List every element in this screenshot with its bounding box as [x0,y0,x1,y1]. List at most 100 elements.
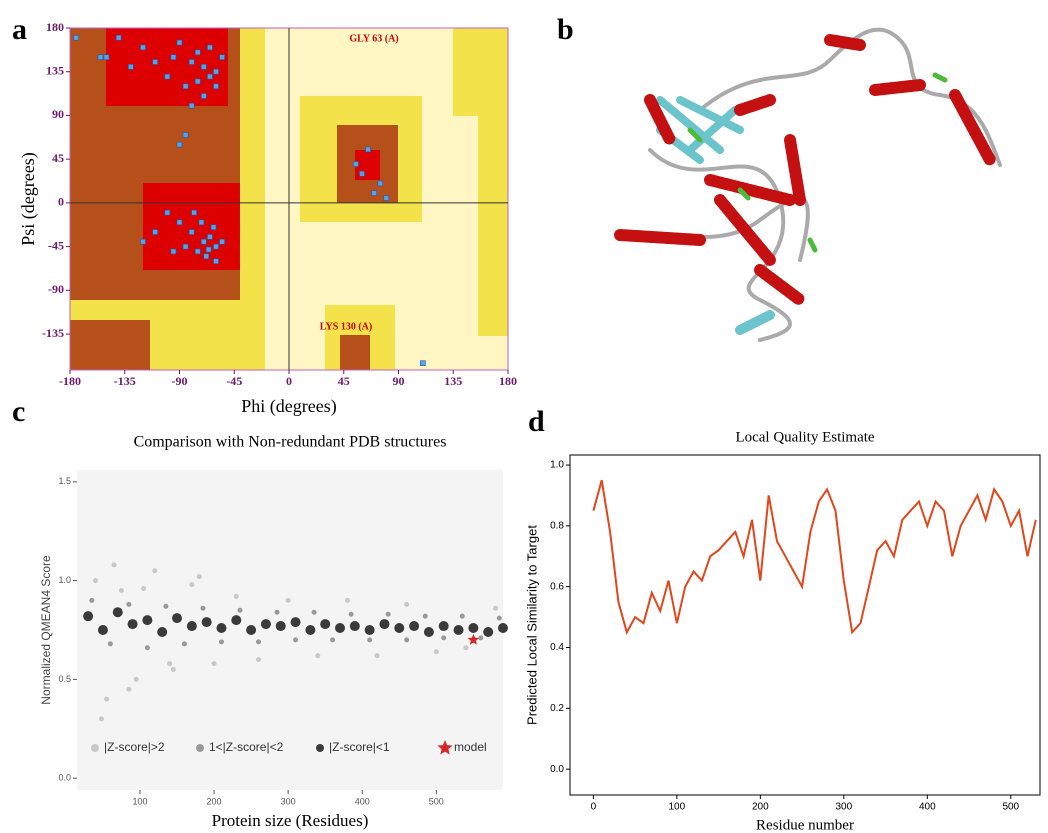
residue-point [152,59,158,65]
point [152,568,158,574]
residue-point [194,78,201,85]
residue-point [203,253,210,260]
residue-point [115,34,122,41]
residue-point [182,243,189,250]
x-tick-label: -135 [114,374,136,388]
legend-label: 1<|Z-score|<2 [209,740,284,754]
point [311,609,317,615]
annotation: LYS 130 (A) [320,321,372,332]
residue-point [201,64,207,70]
residue-point [170,54,177,60]
point [349,621,360,632]
point [200,605,206,611]
panel-label: c [12,395,25,428]
residue-point [97,54,104,60]
point [157,626,168,637]
residue-point [164,209,171,216]
residue-point [128,64,134,70]
legend-label: |Z-score|>2 [104,740,165,754]
point [478,635,484,641]
point [290,617,301,628]
chart-title: Local Quality Estimate [735,429,874,445]
point [181,641,187,647]
x-tick-label: 100 [132,796,147,806]
point [170,667,176,673]
point [441,635,447,641]
residue-point [201,238,207,245]
residue-point [176,219,183,226]
residue-point [164,73,171,80]
point [98,716,104,722]
y-tick-label: 180 [46,20,64,34]
legend-symbol [437,740,453,755]
point [423,626,434,637]
legend-symbol [196,744,204,752]
point [422,613,428,619]
point [335,623,346,634]
x-tick-label: 180 [499,374,517,388]
y-tick-label: -90 [48,282,64,296]
residue-point [73,34,79,41]
point [126,686,132,692]
x-axis-label: Residue number [756,817,854,833]
residue-point [103,54,110,60]
point [118,587,124,593]
point [379,619,390,630]
residue-point [207,44,213,51]
y-tick-label: 90 [52,107,64,121]
point [237,607,243,613]
point [409,621,420,632]
point [126,601,132,607]
point [233,593,239,599]
residue-point [198,219,205,226]
y-tick-label: 1.0 [550,460,564,471]
residue-point [140,238,146,245]
x-tick-label: -45 [226,374,242,388]
x-tick-label: 45 [338,374,350,388]
point [463,645,469,651]
x-tick-label: 100 [669,802,686,813]
point [256,657,262,663]
residue-point [205,246,212,253]
point [97,625,108,635]
legend-label: |Z-score|<1 [329,740,390,754]
legend-symbol [316,744,324,752]
legend-symbol [91,744,99,752]
y-tick-label: 135 [46,63,64,77]
point [293,637,299,643]
x-tick-label: 300 [281,796,296,806]
residue-point [207,234,213,240]
point [127,619,138,630]
point [216,623,227,634]
y-tick-label: 0.8 [550,520,564,531]
point [89,597,95,603]
point [394,623,405,634]
point [172,613,183,624]
y-tick-label: 0.0 [58,773,71,783]
annotation: GLY 63 (A) [349,33,398,44]
point [141,586,147,592]
residue-point [176,39,183,46]
residue-point [359,170,365,177]
x-tick-label: 400 [919,802,936,813]
residue-point [152,229,158,235]
x-tick-label: 400 [355,796,370,806]
residue-point [188,229,195,235]
y-axis-label: Normalized QMEAN4 Score [39,555,53,705]
point [167,661,173,667]
point [496,615,502,621]
residue-point [182,83,189,90]
residue-point [353,161,359,167]
residue-point [377,180,384,187]
point [468,623,479,634]
point [344,597,350,603]
point [231,615,242,626]
residue-point [213,83,219,90]
point [348,611,354,617]
point [493,605,499,611]
x-tick-label: 200 [207,796,222,806]
residue-point [191,209,197,216]
residue-point [182,132,189,138]
point [274,609,280,615]
